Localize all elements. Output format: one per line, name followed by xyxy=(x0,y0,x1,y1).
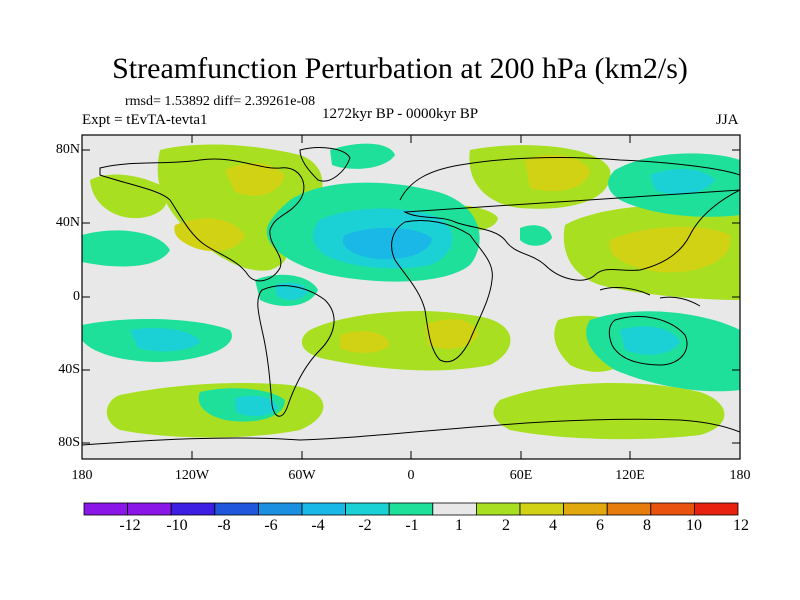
coast-north-america xyxy=(99,158,305,282)
coast-indonesia xyxy=(599,287,701,307)
contour-pos2-canada xyxy=(225,163,285,196)
coast-africa xyxy=(391,220,493,363)
y-tick-label: 40N xyxy=(55,215,80,230)
y-tick-label: 80S xyxy=(58,435,80,450)
colorbar-label: -4 xyxy=(311,517,325,534)
season-label: JJA xyxy=(716,112,739,128)
coast-greenland xyxy=(299,147,351,182)
colorbar-box xyxy=(127,502,172,516)
colorbar-label: 10 xyxy=(686,517,702,534)
contour-pos2-africa xyxy=(425,319,478,349)
contour-neg2-central-america xyxy=(275,282,308,301)
stats-line: rmsd= 1.53892 diff= 2.39261e-08 xyxy=(125,94,316,109)
colorbar-box xyxy=(432,502,477,516)
coast-europe-asia xyxy=(399,157,740,281)
contour-pos2-south-atlantic xyxy=(340,331,390,353)
colorbar-box xyxy=(388,502,434,516)
field-contours xyxy=(82,143,740,440)
period-label: 1272kyr BP - 0000kyr BP xyxy=(322,106,479,122)
colorbar-label: 1 xyxy=(455,517,463,534)
colorbar-box xyxy=(214,502,259,516)
contour-pos-southern-ocean xyxy=(493,382,725,440)
contour-pos2-north-america xyxy=(174,218,245,252)
colorbar-box xyxy=(83,502,128,516)
y-tick-label: 80N xyxy=(55,142,80,157)
x-tick-label: 0 xyxy=(407,468,415,483)
colorbar-label: -12 xyxy=(119,517,141,534)
x-axis-ticks xyxy=(81,135,741,459)
colorbar-label: -2 xyxy=(358,517,372,534)
colorbar-label: -1 xyxy=(405,517,419,534)
experiment-label: Expt = tEvTA-tevta1 xyxy=(82,112,208,128)
colorbar-label: 12 xyxy=(733,517,749,534)
contour-neg2-east-pacific xyxy=(130,328,200,352)
colorbar-label: -8 xyxy=(217,517,231,534)
colorbar xyxy=(83,502,739,516)
x-tick-label: 120E xyxy=(615,468,645,483)
contour-neg-indian-north xyxy=(520,225,552,246)
colorbar-box xyxy=(650,502,695,516)
contour-pos2-europe xyxy=(525,154,590,192)
colorbar-box xyxy=(257,502,303,516)
colorbar-box xyxy=(475,502,521,516)
colorbar-box xyxy=(519,502,564,516)
colorbar-box xyxy=(606,502,652,516)
coast-south-america xyxy=(257,285,335,417)
plot-title: Streamfunction Perturbation at 200 hPa (… xyxy=(112,52,688,85)
colorbar-box xyxy=(694,502,739,516)
colorbar-label: 4 xyxy=(549,517,557,534)
contour-neg2-australia xyxy=(620,326,680,355)
colorbar-label: -10 xyxy=(166,517,188,534)
colorbar-label: 6 xyxy=(596,517,604,534)
contour-neg2-south-pacific xyxy=(235,395,278,417)
contour-neg2-asia xyxy=(650,168,715,195)
colorbar-box xyxy=(563,502,608,516)
contour-neg3-atlantic xyxy=(342,227,432,260)
contour-neg-north-pacific xyxy=(82,230,170,267)
contour-pos-north-pacific xyxy=(90,174,168,219)
colorbar-box xyxy=(301,502,346,516)
y-tick-label: 0 xyxy=(73,289,80,304)
contour-pos2-east-asia xyxy=(609,226,731,273)
colorbar-label: -6 xyxy=(264,517,278,534)
colorbar-label: 8 xyxy=(643,517,651,534)
x-tick-label: 120W xyxy=(174,468,210,483)
coast-australia xyxy=(608,316,688,366)
x-tick-label: 180 xyxy=(71,468,93,483)
colorbar-label: 2 xyxy=(502,517,510,534)
x-tick-label: 60E xyxy=(509,468,533,483)
y-axis-ticks xyxy=(82,149,740,444)
coastlines xyxy=(82,147,740,446)
x-tick-label: 60W xyxy=(288,468,316,483)
x-tick-label: 180 xyxy=(729,468,751,483)
contour-neg-arctic xyxy=(330,143,395,169)
y-tick-label: 40S xyxy=(58,362,80,377)
colorbar-box xyxy=(345,502,390,516)
coast-antarctica xyxy=(82,418,740,446)
colorbar-box xyxy=(170,502,216,516)
